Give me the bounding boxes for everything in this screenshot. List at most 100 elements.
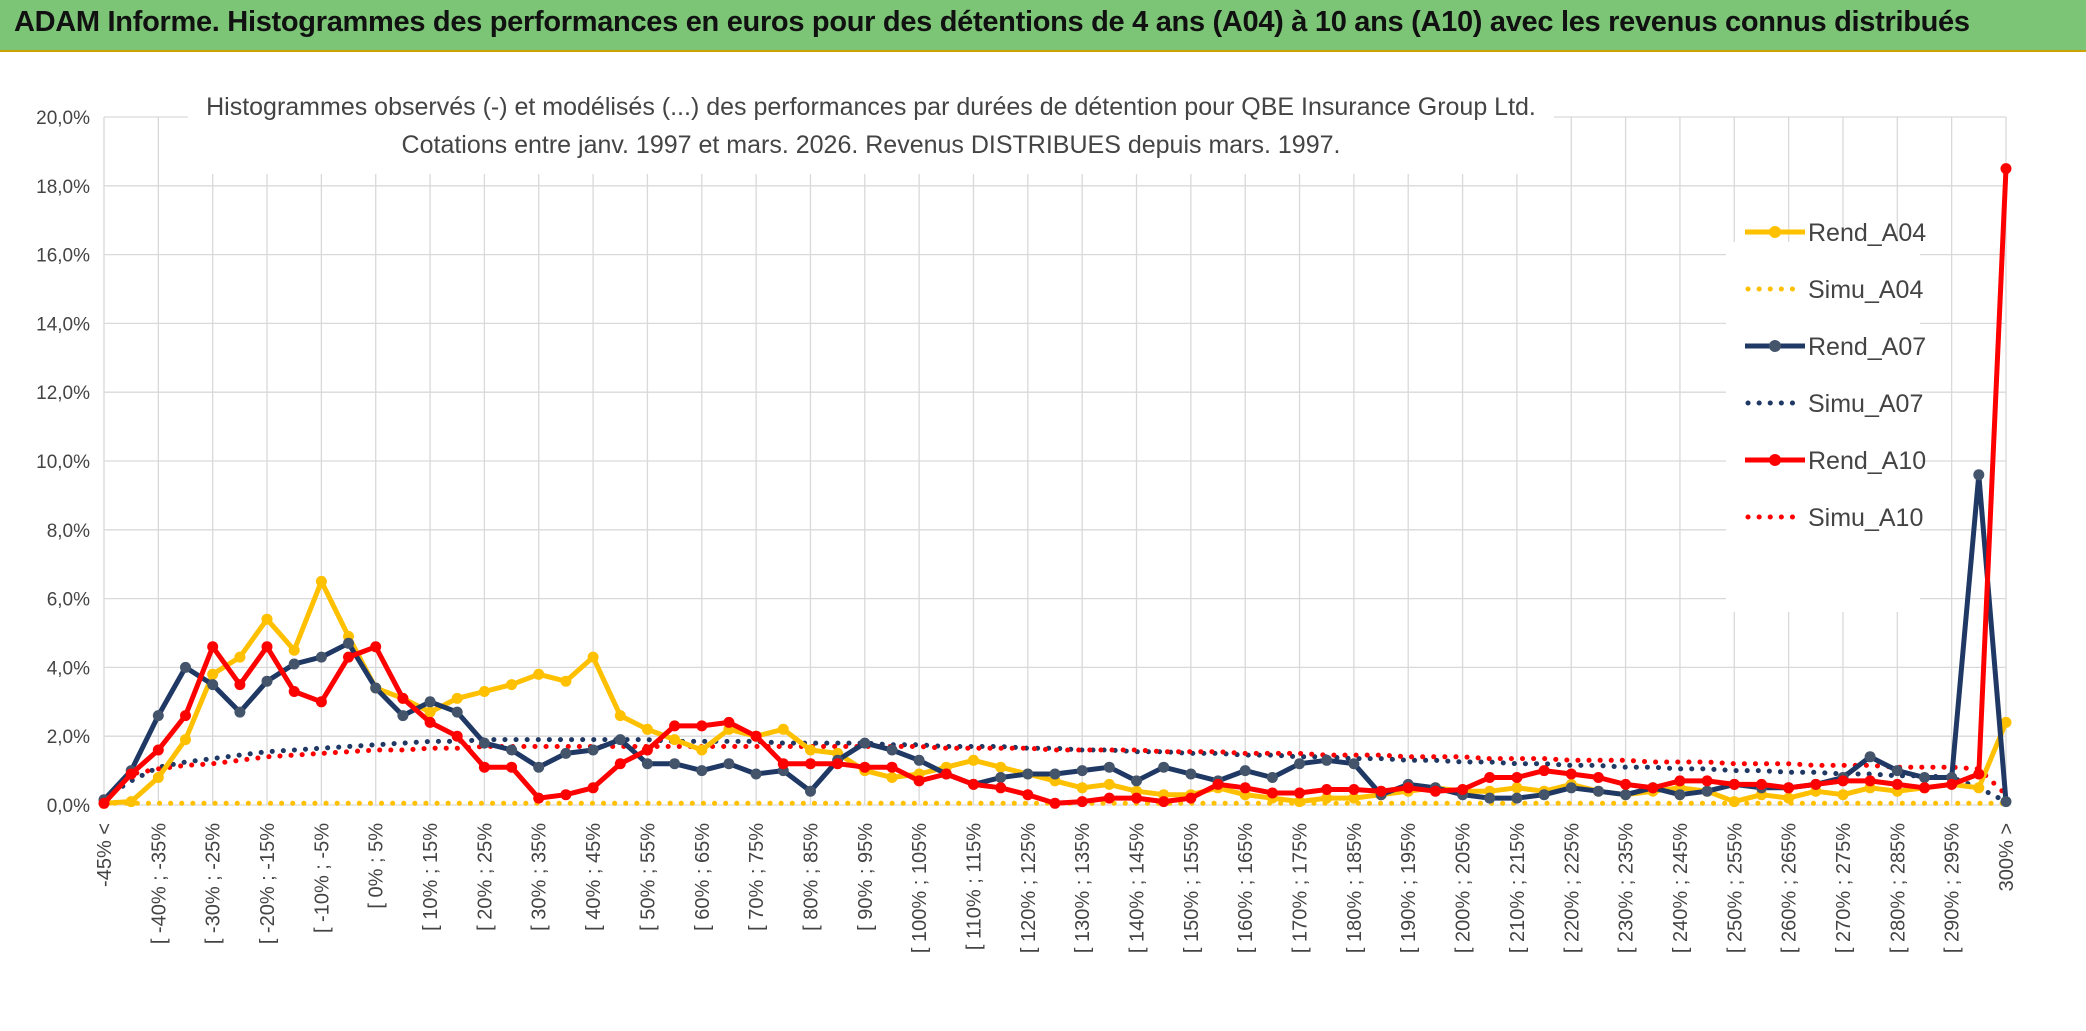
data-point-Rend_A07 <box>859 737 871 749</box>
data-point-Rend_A07 <box>560 747 572 759</box>
x-tick-label: [ 250% ; 255% <box>1724 823 1746 953</box>
data-point-Rend_A10 <box>1429 785 1441 797</box>
data-point-Rend_A04 <box>1103 778 1115 790</box>
x-tick-label: [ 180% ; 185% <box>1344 823 1366 953</box>
x-tick-label: [ -40% ; -35% <box>148 823 170 944</box>
legend-background <box>1726 242 1920 612</box>
data-point-Rend_A04 <box>560 675 572 687</box>
data-point-Rend_A07 <box>723 758 735 770</box>
data-point-Rend_A04 <box>805 744 816 756</box>
data-point-Rend_A07 <box>1185 768 1197 780</box>
data-point-Rend_A10 <box>1158 796 1170 808</box>
data-point-Rend_A04 <box>1076 782 1088 794</box>
data-point-Rend_A10 <box>832 758 844 770</box>
data-point-Rend_A10 <box>288 686 300 697</box>
data-point-Rend_A10 <box>1756 778 1767 790</box>
legend-label: Simu_A10 <box>1808 504 1923 532</box>
data-point-Rend_A10 <box>1402 782 1414 794</box>
data-point-Rend_A07 <box>1321 754 1333 766</box>
series-line-Simu_A10 <box>101 744 2009 805</box>
data-point-Rend_A07 <box>1158 761 1170 773</box>
data-point-Rend_A07 <box>180 661 191 673</box>
data-point-Rend_A07 <box>315 651 327 663</box>
x-tick-label: [ 40% ; 45% <box>583 823 605 931</box>
data-point-Rend_A07 <box>533 761 545 773</box>
data-point-Rend_A10 <box>669 720 681 732</box>
series-line-Rend_A07 <box>102 472 2009 802</box>
data-point-Rend_A07 <box>1538 789 1550 801</box>
data-point-Rend_A04 <box>886 772 898 783</box>
x-tick-label: [ 210% ; 215% <box>1507 823 1529 953</box>
y-tick-label: 18,0% <box>36 177 90 198</box>
data-point-Rend_A10 <box>995 782 1007 794</box>
banner: ADAM Informe. Histogrammes des performan… <box>0 0 2086 52</box>
data-point-Rend_A07 <box>152 710 164 722</box>
data-point-Rend_A04 <box>777 723 789 735</box>
y-tick-label: 2,0% <box>47 727 90 748</box>
y-tick-label: 20,0% <box>36 108 90 129</box>
data-point-Rend_A10 <box>451 730 463 742</box>
data-point-Rend_A10 <box>1783 782 1795 794</box>
data-point-Rend_A04 <box>207 668 219 680</box>
data-point-Rend_A07 <box>669 758 681 770</box>
data-point-Rend_A10 <box>1973 768 1985 780</box>
data-point-Rend_A10 <box>1022 789 1034 801</box>
data-point-Rend_A10 <box>1049 797 1061 809</box>
x-tick-label: [ 190% ; 195% <box>1398 823 1420 953</box>
data-point-Rend_A10 <box>98 797 110 809</box>
data-point-Rend_A10 <box>1103 792 1115 804</box>
data-point-Rend_A07 <box>1348 758 1360 770</box>
data-point-Rend_A10 <box>370 641 382 653</box>
data-point-Rend_A10 <box>886 761 898 773</box>
legend-item-Simu_A04: Simu_A04 <box>1745 276 1923 304</box>
data-point-Rend_A10 <box>614 758 626 770</box>
data-point-Rend_A10 <box>315 696 327 708</box>
data-point-Rend_A10 <box>1837 775 1849 787</box>
data-point-Rend_A04 <box>641 723 653 735</box>
data-point-Rend_A04 <box>506 679 518 691</box>
data-point-Rend_A07 <box>1022 768 1034 780</box>
x-tick-label: [ 80% ; 85% <box>800 823 822 931</box>
data-point-Rend_A10 <box>234 679 246 691</box>
data-point-Rend_A10 <box>1864 775 1876 787</box>
data-point-Rend_A10 <box>1891 778 1903 790</box>
x-tick-label: [ 150% ; 155% <box>1181 823 1203 953</box>
x-tick-label: [ 110% ; 115% <box>963 823 985 950</box>
data-point-Rend_A10 <box>859 761 871 773</box>
chart-title: Histogrammes observés (-) et modélisés (… <box>206 93 1536 121</box>
x-tick-label: [ 130% ; 135% <box>1072 823 1094 953</box>
x-tick-label: [ 10% ; 15% <box>420 823 442 931</box>
data-point-Rend_A07 <box>1239 765 1251 777</box>
x-tick-label: [ 270% ; 275% <box>1833 823 1855 953</box>
x-tick-label: [ 290% ; 295% <box>1942 823 1964 953</box>
y-tick-label: 16,0% <box>36 246 90 267</box>
x-tick-label: [ 70% ; 75% <box>746 823 768 931</box>
data-point-Rend_A10 <box>478 761 490 773</box>
data-point-Rend_A10 <box>1919 782 1930 794</box>
data-point-Rend_A07 <box>424 696 436 708</box>
data-point-Rend_A07 <box>1592 785 1604 797</box>
data-point-Rend_A07 <box>913 754 925 766</box>
data-point-Rend_A10 <box>343 651 354 663</box>
data-point-Rend_A07 <box>451 706 463 718</box>
data-point-Rend_A07 <box>1484 792 1496 804</box>
data-point-Rend_A10 <box>397 692 409 704</box>
legend-label: Simu_A07 <box>1808 390 1923 418</box>
data-point-Rend_A07 <box>696 765 708 777</box>
data-point-Rend_A04 <box>1728 796 1740 808</box>
data-point-Rend_A04 <box>451 692 463 704</box>
data-point-Rend_A04 <box>696 744 708 756</box>
data-point-Rend_A10 <box>1674 775 1686 787</box>
x-tick-label: [ 160% ; 165% <box>1235 823 1257 953</box>
legend-item-Rend_A07: Rend_A07 <box>1745 333 1926 361</box>
x-tick-label: [ 280% ; 285% <box>1887 823 1909 953</box>
data-point-Rend_A04 <box>234 651 246 663</box>
data-point-Rend_A07 <box>587 744 599 756</box>
data-point-Rend_A07 <box>1103 761 1115 773</box>
data-point-Rend_A10 <box>1321 784 1333 795</box>
data-point-Rend_A07 <box>750 768 762 780</box>
data-point-Rend_A10 <box>424 716 436 728</box>
x-axis-ticks: -45% < [ -40% ; -35% [ -30% ; -25% [ -20% ;… <box>94 823 2018 953</box>
data-point-Rend_A10 <box>1728 778 1740 790</box>
data-point-Rend_A07 <box>805 785 816 797</box>
